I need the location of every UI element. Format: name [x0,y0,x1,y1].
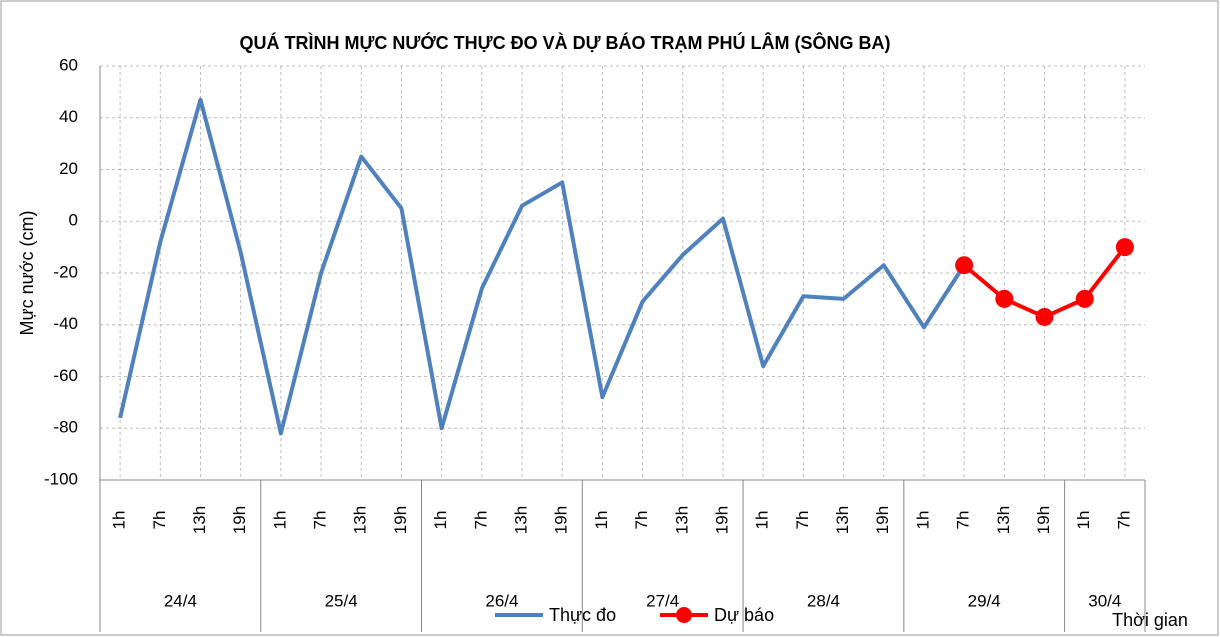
x-tick-label: 13h [833,506,852,534]
y-tick-label: -60 [53,366,78,385]
y-tick-label: -100 [44,469,78,488]
group-label: 24/4 [164,591,197,610]
group-label: 30/4 [1088,591,1121,610]
x-tick-label: 13h [672,506,691,534]
y-tick-label: 20 [59,159,78,178]
x-tick-label: 19h [1034,506,1053,534]
x-tick-label: 7h [471,511,490,530]
x-tick-label: 1h [1074,511,1093,530]
x-tick-label: 13h [351,506,370,534]
x-tick-label: 19h [552,506,571,534]
x-tick-label: 13h [994,506,1013,534]
group-label: 27/4 [646,591,679,610]
point-marker [1035,307,1054,326]
x-tick-label: 7h [311,511,330,530]
point-marker [1075,289,1094,308]
x-tick-label: 7h [1114,511,1133,530]
x-tick-label: 1h [110,511,129,530]
x-tick-label: 7h [793,511,812,530]
x-tick-label: 19h [230,506,249,534]
series-line [118,97,966,436]
x-tick-label: 19h [712,506,731,534]
point-marker [955,256,974,275]
group-label: 28/4 [807,591,840,610]
point-marker [1115,238,1134,257]
x-tick-label: 19h [873,506,892,534]
x-tick-label: 1h [913,511,932,530]
x-tick-label: 13h [190,506,209,534]
legend-marker [676,607,692,623]
x-tick-label: 7h [954,511,973,530]
x-tick-label: 1h [270,511,289,530]
group-label: 26/4 [485,591,518,610]
y-tick-label: -40 [53,314,78,333]
x-tick-label: 1h [753,511,772,530]
y-tick-label: -80 [53,418,78,437]
x-tick-label: 13h [512,506,531,534]
y-axis-label: Mực nước (cm) [17,211,37,336]
y-tick-label: 0 [69,211,78,230]
x-tick-label: 1h [431,511,450,530]
y-tick-label: -20 [53,262,78,281]
x-tick-label: 1h [592,511,611,530]
legend-label: Dự báo [714,605,774,625]
x-tick-label: 19h [391,506,410,534]
y-tick-label: 40 [59,107,78,126]
y-tick-label: 60 [59,55,78,74]
group-label: 29/4 [968,591,1001,610]
legend-label: Thực đo [549,605,616,625]
point-marker [995,289,1014,308]
x-axis-label: Thời gian [1112,610,1188,630]
group-label: 25/4 [325,591,358,610]
chart-title: QUÁ TRÌNH MỰC NƯỚC THỰC ĐO VÀ DỰ BÁO TRẠ… [239,32,890,53]
x-tick-label: 7h [632,511,651,530]
x-tick-label: 7h [150,511,169,530]
